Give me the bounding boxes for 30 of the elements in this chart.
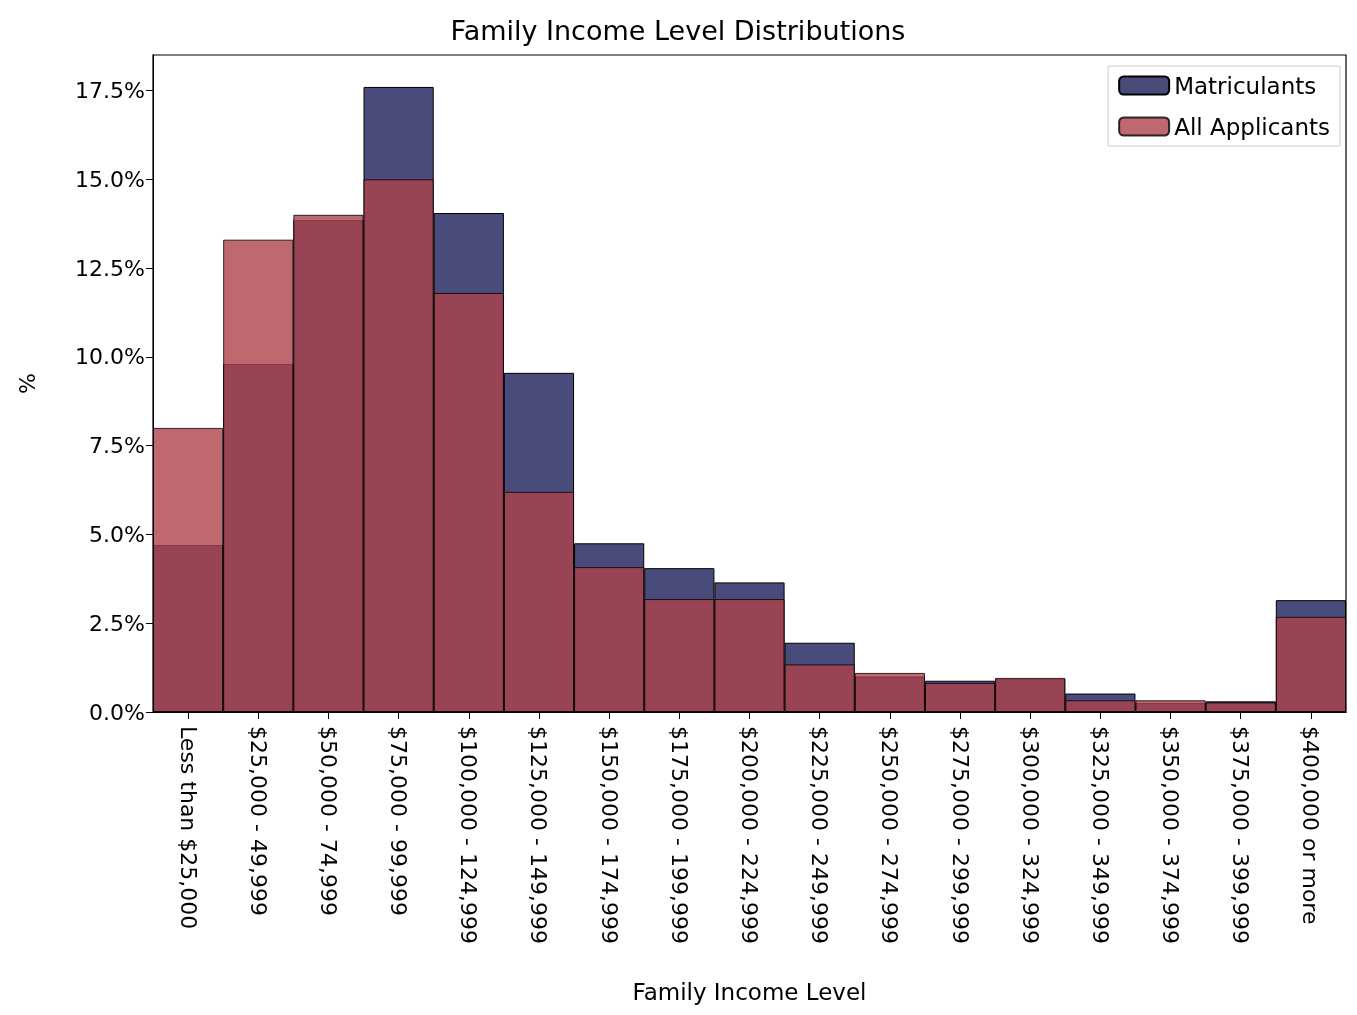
y-tick-label: 17.5%: [75, 78, 145, 104]
legend-label: All Applicants: [1174, 113, 1330, 140]
chart-title: Family Income Level Distributions: [450, 15, 906, 46]
x-tick-label: $125,000 - 149,999: [526, 726, 552, 944]
y-tick-label: 10.0%: [75, 344, 145, 370]
y-axis-title: %: [14, 373, 40, 394]
x-tick-label: $100,000 - 124,999: [456, 726, 482, 944]
y-tick-label: 2.5%: [89, 610, 145, 636]
x-tick-label: $225,000 - 249,999: [807, 726, 833, 944]
x-axis-title: Family Income Level: [632, 978, 867, 1005]
legend-label: Matriculants: [1174, 72, 1317, 99]
x-tick-label: $50,000 - 74,999: [315, 726, 341, 916]
x-tick-label: $375,000 - 399,999: [1228, 726, 1254, 944]
x-tick-label: $75,000 - 99,999: [386, 726, 412, 916]
x-tick-label: $175,000 - 199,999: [666, 726, 692, 944]
y-tick-label: 12.5%: [75, 255, 145, 281]
y-tick-label: 7.5%: [89, 433, 145, 459]
x-tick-label: $400,000 or more: [1298, 726, 1324, 925]
x-tick-label: $275,000 - 299,999: [947, 726, 973, 944]
x-tick-label: Less than $25,000: [175, 726, 201, 930]
y-tick-label: 5.0%: [89, 521, 145, 547]
y-tick-label: 15.0%: [75, 166, 145, 192]
x-tick-label: $250,000 - 274,999: [877, 726, 903, 944]
x-tick-label: $150,000 - 174,999: [596, 726, 622, 944]
x-tick-label: $300,000 - 324,999: [1017, 726, 1043, 944]
x-tick-label: $325,000 - 349,999: [1087, 726, 1113, 944]
y-tick-label: 0.0%: [89, 699, 145, 725]
x-tick-label: $25,000 - 49,999: [245, 726, 271, 916]
x-tick-label: $200,000 - 224,999: [737, 726, 762, 944]
x-tick-label: $350,000 - 374,999: [1158, 726, 1184, 944]
